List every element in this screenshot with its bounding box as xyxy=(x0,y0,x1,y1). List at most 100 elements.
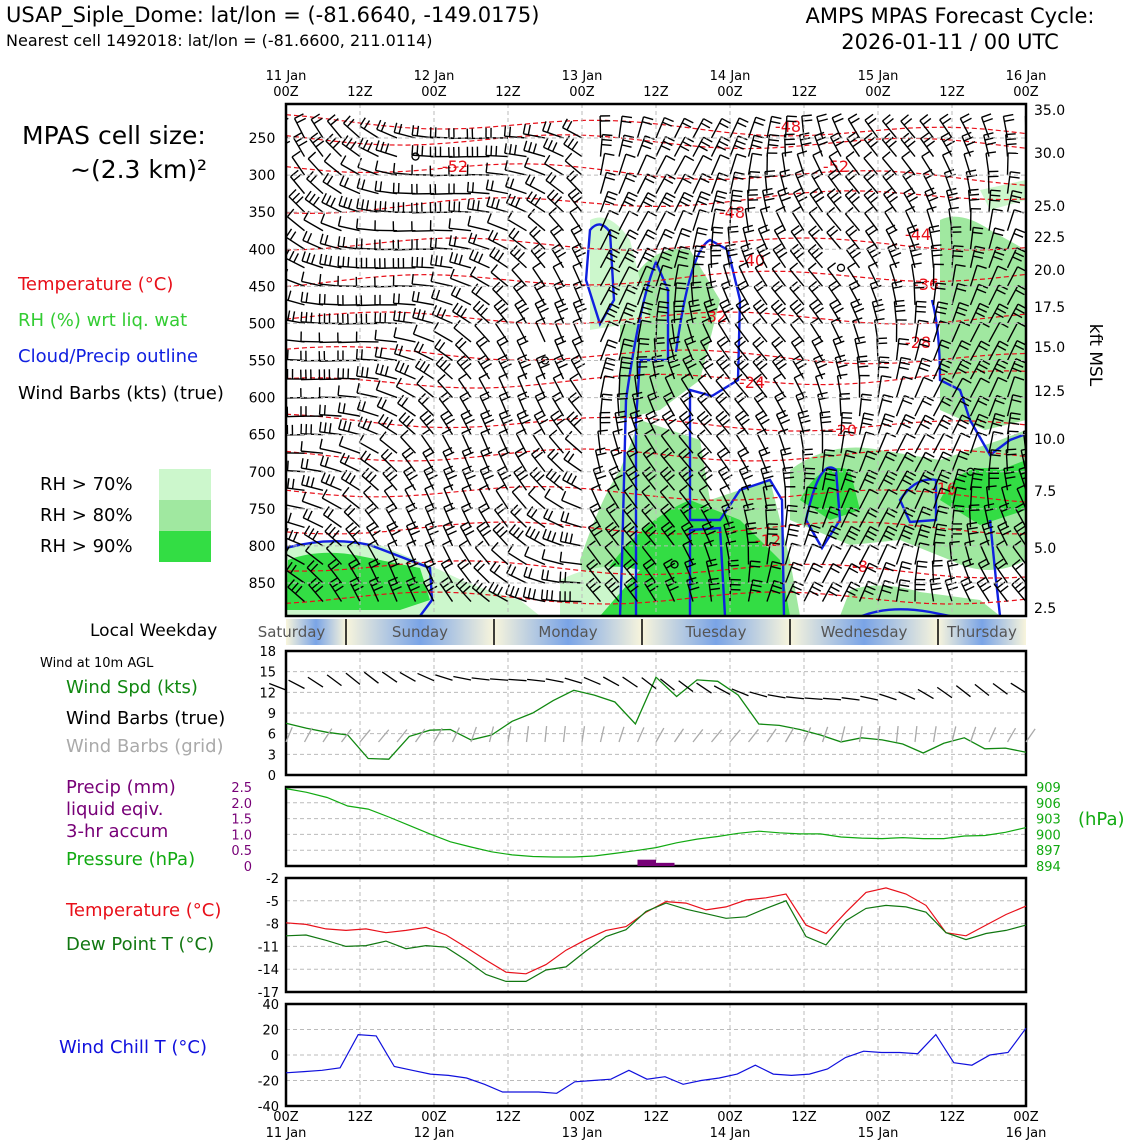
wind-barb-staff xyxy=(339,444,361,454)
wind-barb-staff xyxy=(914,452,927,473)
wind-barb-flag xyxy=(460,562,470,571)
wind-barb-flag xyxy=(569,533,573,544)
wind-barb-flag xyxy=(689,304,700,308)
wind-barb-flag xyxy=(884,413,895,418)
wind-barb xyxy=(515,428,528,454)
wind-barb-flag xyxy=(752,152,763,156)
wind-barb xyxy=(496,465,512,491)
wind-barb-flag xyxy=(291,582,299,591)
surface-barb-grid-staff xyxy=(951,726,957,743)
wind-barb-flag xyxy=(976,577,986,584)
wind-barb xyxy=(599,190,618,213)
wind-barb xyxy=(339,452,361,473)
wind-barb-flag xyxy=(694,255,705,258)
wind-barb xyxy=(355,295,379,307)
wind-barb-flag xyxy=(888,488,898,495)
wind-barb xyxy=(821,544,842,565)
wind-barb-flag xyxy=(330,117,339,126)
wind-barb xyxy=(655,228,675,250)
wind-barb xyxy=(914,524,932,547)
wind-panel-tick-label: 15 xyxy=(259,666,276,681)
wind-barb-flag xyxy=(1011,577,1021,586)
wind-barb-flag xyxy=(323,404,326,416)
wind-barb-staff xyxy=(682,359,694,380)
wind-barb-staff xyxy=(507,552,527,566)
cell-size-label: MPAS cell size: xyxy=(22,121,206,150)
wind-speed-line xyxy=(285,676,1027,760)
wind-barb-flag xyxy=(826,468,837,472)
wind-barb-staff xyxy=(479,395,491,417)
wind-barb xyxy=(659,485,676,510)
wind-barb-staff xyxy=(803,581,815,602)
wind-barb-flag xyxy=(422,447,432,454)
wind-barb xyxy=(471,579,490,603)
wind-barb-flag xyxy=(397,293,400,304)
wind-barb xyxy=(792,187,808,213)
wind-barb-staff xyxy=(411,266,435,269)
wind-barb-flag xyxy=(337,385,340,396)
wind-barb-flag xyxy=(746,527,757,530)
wind-barb xyxy=(517,354,532,380)
wind-barb-flag xyxy=(963,150,974,155)
wind-barb-staff xyxy=(775,414,787,435)
wind-barb-staff xyxy=(789,287,805,306)
wind-barb xyxy=(729,171,745,194)
wind-barb-flag xyxy=(888,228,898,235)
wind-barb-flag xyxy=(467,215,472,226)
wind-barb-staff xyxy=(401,453,417,473)
wind-barb-flag xyxy=(734,171,745,175)
wind-barb-flag xyxy=(975,367,986,374)
wind-barb-flag xyxy=(565,512,570,523)
wind-barb-flag xyxy=(395,377,402,388)
wind-barb xyxy=(636,192,658,213)
wind-barb-flag xyxy=(751,144,762,149)
wind-barb-staff xyxy=(618,229,631,250)
wind-barb-staff xyxy=(618,357,623,380)
wind-barb xyxy=(569,373,583,398)
wind-barb xyxy=(816,113,828,139)
wind-barb-flag xyxy=(375,380,381,391)
wind-barb-flag xyxy=(814,251,823,260)
wind-barb-flag xyxy=(943,136,953,143)
wind-barb xyxy=(291,150,306,176)
wind-barb xyxy=(440,410,455,436)
wind-barb xyxy=(914,578,926,602)
wind-barb-staff xyxy=(858,412,865,435)
wind-barb-staff xyxy=(828,156,842,176)
wind-barb-flag xyxy=(626,581,636,589)
wind-barb xyxy=(517,372,528,398)
wind-barb-flag xyxy=(906,191,916,199)
wind-barb-flag xyxy=(954,504,965,508)
wind-barb-flag xyxy=(410,585,420,592)
wind-barb-flag xyxy=(551,391,562,398)
wind-barb-flag xyxy=(419,361,426,371)
wind-barb xyxy=(877,561,896,584)
wind-barb-staff xyxy=(840,563,853,584)
wind-barb-flag xyxy=(781,173,792,178)
wind-barb-staff xyxy=(969,227,974,250)
wind-barb xyxy=(442,521,457,547)
wind-barb-staff xyxy=(663,396,676,417)
wind-barb xyxy=(808,225,824,250)
wind-barb-flag xyxy=(903,543,914,548)
wind-barb-flag xyxy=(807,262,817,270)
wind-barb-flag xyxy=(603,366,614,371)
wind-barb-flag xyxy=(628,284,638,290)
wind-barb-flag xyxy=(691,281,702,284)
wind-barb-flag xyxy=(571,335,582,342)
wind-barb-staff xyxy=(467,208,490,213)
wind-barb-staff xyxy=(338,225,361,232)
wind-barb-flag xyxy=(443,363,451,372)
wind-barb-flag xyxy=(734,336,743,344)
surface-barb-true xyxy=(326,674,342,687)
wind-barb-staff xyxy=(599,191,609,213)
wind-barb-staff xyxy=(895,376,904,398)
wind-barb-staff xyxy=(338,245,361,250)
wind-barb-flag xyxy=(458,539,468,547)
wind-barb-staff xyxy=(692,155,704,176)
wind-barb-flag xyxy=(716,176,727,182)
wind-barb-flag xyxy=(311,581,321,590)
pressure-tick-label: 300 xyxy=(249,168,276,184)
temp-panel-tick-label: -14 xyxy=(258,963,279,978)
bottom-hour-label: 00Z xyxy=(865,1110,891,1125)
